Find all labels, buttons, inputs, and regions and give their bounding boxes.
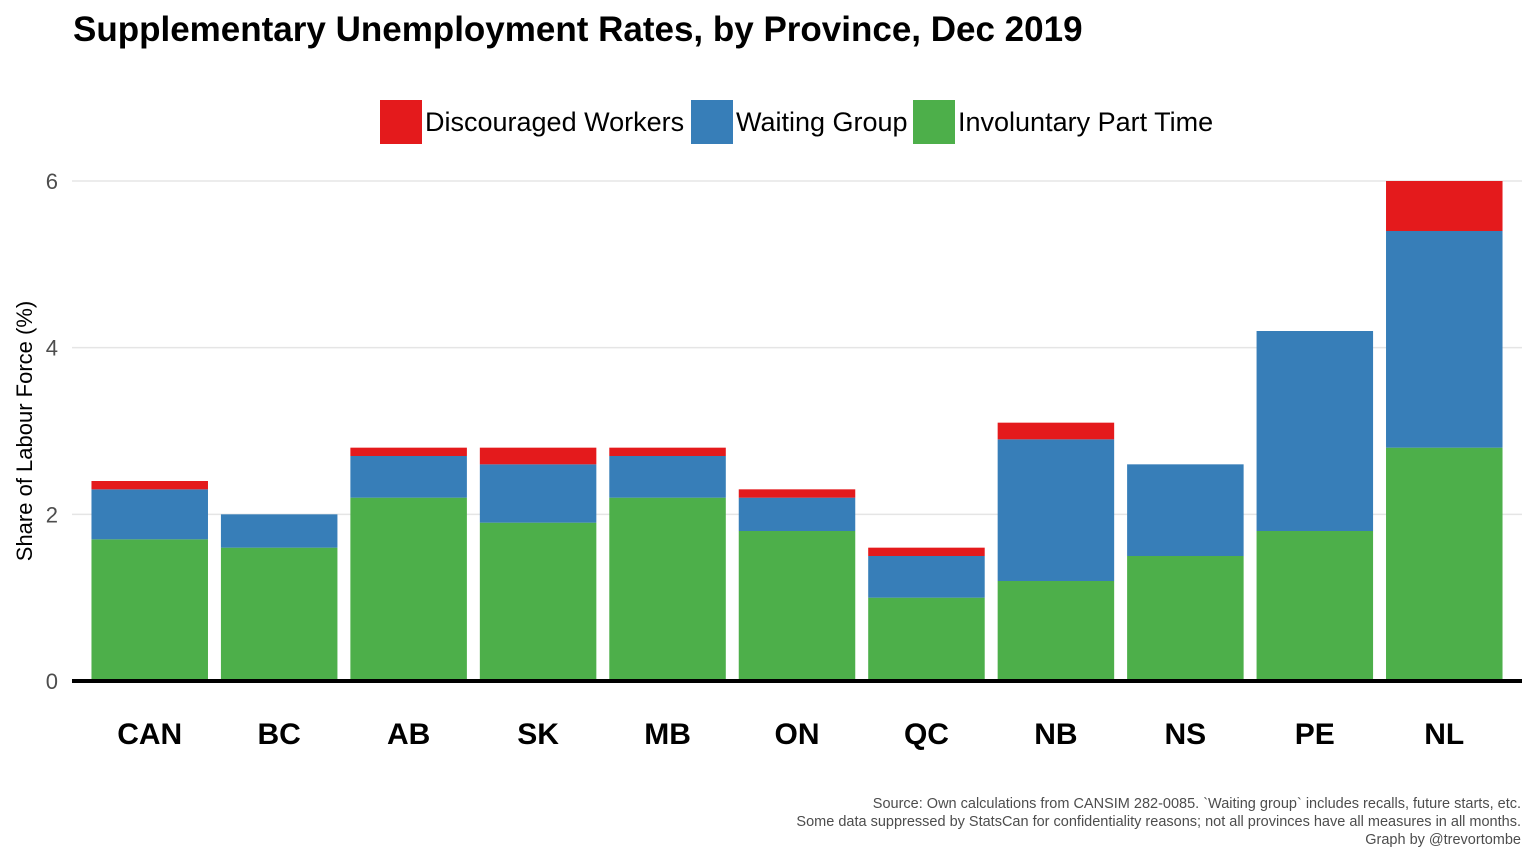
bar-qc-involuntary-part-time <box>868 597 985 681</box>
y-tick-label: 6 <box>46 169 58 194</box>
legend: Discouraged Workers Waiting Group Involunt… <box>0 100 1536 146</box>
bar-ab-waiting-group <box>350 456 467 498</box>
caption-note: Some data suppressed by StatsCan for con… <box>796 814 1521 830</box>
x-tick-label: CAN <box>117 718 182 751</box>
bar-nl-involuntary-part-time <box>1386 447 1503 681</box>
caption: Source: Own calculations from CANSIM 282… <box>796 795 1521 849</box>
bar-ns-waiting-group <box>1127 464 1244 556</box>
bar-can-discouraged-workers <box>91 481 208 490</box>
bar-pe-involuntary-part-time <box>1256 531 1374 681</box>
bar-qc-discouraged-workers <box>868 547 985 556</box>
caption-credit: Graph by @trevortombe <box>1365 832 1521 848</box>
bar-can-involuntary-part-time <box>91 539 208 681</box>
bar-bc-waiting-group <box>220 514 338 548</box>
legend-item: Waiting Group <box>691 100 908 144</box>
bar-can-waiting-group <box>91 489 208 540</box>
bar-nl-discouraged-workers <box>1386 181 1503 231</box>
bar-ab-involuntary-part-time <box>350 497 467 681</box>
bar-mb-waiting-group <box>609 456 726 498</box>
x-tick-label: NB <box>1034 718 1077 751</box>
bar-nb-involuntary-part-time <box>997 581 1115 681</box>
x-tick-label: ON <box>775 718 820 751</box>
bar-pe-waiting-group <box>1256 331 1374 531</box>
bar-nl-waiting-group <box>1386 231 1503 448</box>
bar-on-discouraged-workers <box>738 489 856 498</box>
bar-mb-involuntary-part-time <box>609 497 726 681</box>
bar-mb-discouraged-workers <box>609 447 726 456</box>
bar-nb-discouraged-workers <box>997 422 1115 440</box>
x-tick-label: QC <box>904 718 949 751</box>
legend-item: Involuntary Part Time <box>913 100 1213 144</box>
caption-source: Source: Own calculations from CANSIM 282… <box>872 796 1521 812</box>
x-tick-label: MB <box>644 718 691 751</box>
x-tick-label: BC <box>258 718 301 751</box>
x-tick-label: AB <box>387 718 430 751</box>
bar-bc-involuntary-part-time <box>220 547 338 681</box>
bar-qc-waiting-group <box>868 556 985 598</box>
legend-label: Involuntary Part Time <box>958 106 1214 137</box>
bar-sk-waiting-group <box>479 464 597 523</box>
x-tick-label: SK <box>517 718 559 751</box>
x-tick-label: NS <box>1165 718 1207 751</box>
legend-swatch <box>380 100 422 144</box>
bar-on-waiting-group <box>738 497 856 531</box>
chart-title: Supplementary Unemployment Rates, by Pro… <box>73 10 1083 49</box>
y-tick-label: 0 <box>46 669 58 694</box>
bar-sk-discouraged-workers <box>479 447 597 465</box>
legend-swatch <box>691 100 733 144</box>
bar-ns-involuntary-part-time <box>1127 556 1244 681</box>
legend-label: Waiting Group <box>736 106 908 137</box>
legend-label: Discouraged Workers <box>425 106 685 137</box>
bar-sk-involuntary-part-time <box>479 522 597 681</box>
bar-on-involuntary-part-time <box>738 531 856 681</box>
y-tick-label: 2 <box>46 502 58 527</box>
x-tick-label: PE <box>1295 718 1335 751</box>
x-tick-label: NL <box>1424 718 1464 751</box>
legend-swatch <box>913 100 955 144</box>
bar-nb-waiting-group <box>997 439 1115 581</box>
legend-item: Discouraged Workers <box>380 100 684 144</box>
bar-ab-discouraged-workers <box>350 447 467 456</box>
y-tick-label: 4 <box>46 336 58 361</box>
